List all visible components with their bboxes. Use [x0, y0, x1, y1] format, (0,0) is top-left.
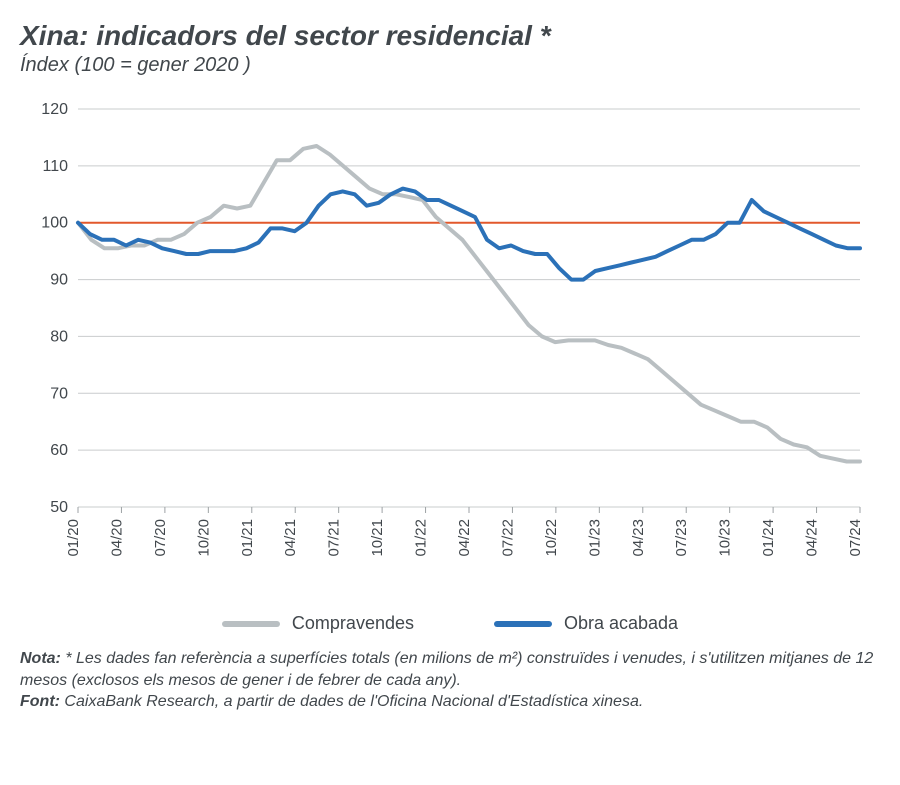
- line-chart: 50 60 70 80 90 100 110 120 01/20 04/20 07/20 10/20 0…: [20, 95, 880, 595]
- legend-item: Compravendes: [222, 613, 414, 634]
- note-label: Nota:: [20, 650, 61, 667]
- svg-text:01/20: 01/20: [65, 519, 82, 557]
- legend-label: Compravendes: [292, 613, 414, 634]
- svg-text:07/24: 07/24: [847, 519, 864, 557]
- chart-note: Nota: * Les dades fan referència a super…: [20, 648, 880, 713]
- legend-swatch: [494, 621, 552, 627]
- svg-text:120: 120: [41, 101, 68, 118]
- legend-label: Obra acabada: [564, 613, 678, 634]
- font-label: Font:: [20, 693, 60, 710]
- svg-text:10/23: 10/23: [717, 519, 734, 557]
- svg-text:01/24: 01/24: [760, 519, 777, 557]
- svg-text:07/23: 07/23: [673, 519, 690, 557]
- svg-text:07/22: 07/22: [499, 519, 516, 557]
- chart-container: 50 60 70 80 90 100 110 120 01/20 04/20 07/20 10/20 0…: [20, 95, 880, 595]
- svg-text:01/23: 01/23: [586, 519, 603, 557]
- font-text: CaixaBank Research, a partir de dades de…: [60, 693, 643, 710]
- svg-text:110: 110: [42, 158, 68, 175]
- svg-text:04/21: 04/21: [282, 519, 299, 557]
- svg-text:10/20: 10/20: [195, 519, 212, 557]
- svg-text:07/21: 07/21: [326, 519, 343, 557]
- svg-text:10/21: 10/21: [369, 519, 386, 557]
- svg-text:100: 100: [41, 215, 68, 232]
- legend-swatch: [222, 621, 280, 627]
- svg-text:70: 70: [50, 385, 68, 402]
- note-text: * Les dades fan referència a superfícies…: [20, 650, 873, 689]
- svg-text:04/23: 04/23: [630, 519, 647, 557]
- svg-text:80: 80: [50, 328, 68, 345]
- svg-text:07/20: 07/20: [152, 519, 169, 557]
- svg-text:04/22: 04/22: [456, 519, 473, 557]
- chart-title: Xina: indicadors del sector residencial …: [20, 20, 880, 52]
- chart-subtitle: Índex (100 = gener 2020 ): [20, 54, 880, 77]
- legend: Compravendes Obra acabada: [20, 613, 880, 634]
- svg-text:04/20: 04/20: [108, 519, 125, 557]
- legend-item: Obra acabada: [494, 613, 678, 634]
- svg-text:01/22: 01/22: [413, 519, 430, 557]
- svg-text:50: 50: [50, 499, 68, 516]
- svg-text:90: 90: [50, 272, 68, 289]
- svg-text:01/21: 01/21: [239, 519, 256, 557]
- svg-text:04/24: 04/24: [804, 519, 821, 557]
- svg-text:60: 60: [50, 442, 68, 459]
- svg-text:10/22: 10/22: [543, 519, 560, 557]
